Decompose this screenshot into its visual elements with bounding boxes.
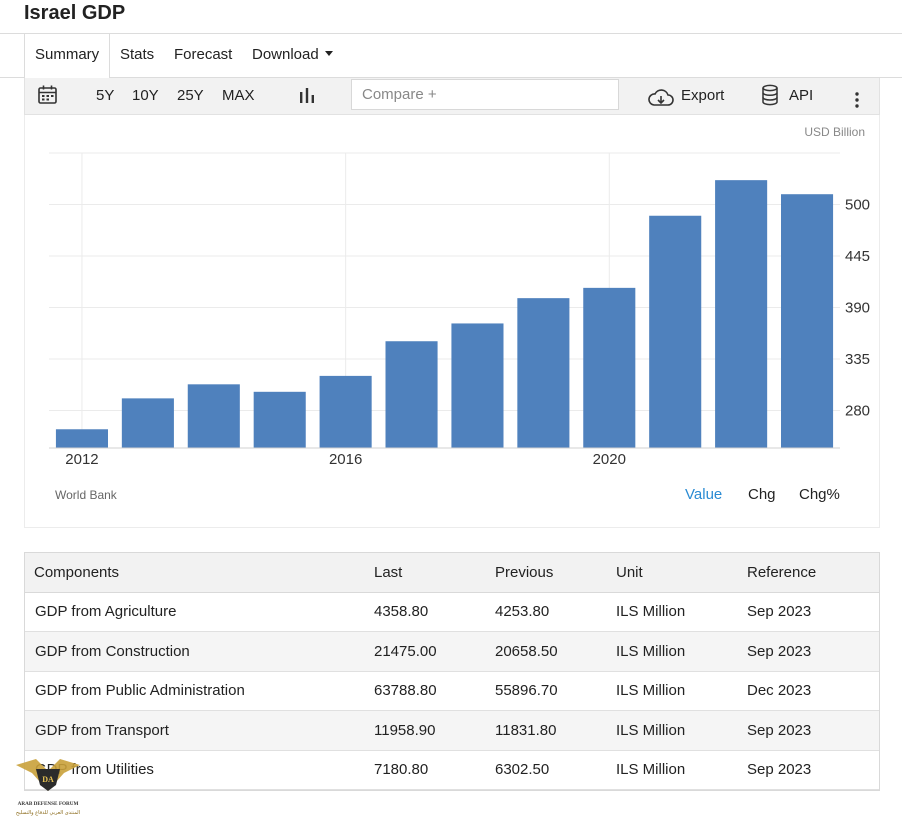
component-link[interactable]: GDP from Construction [35, 642, 190, 660]
y-tick-label: 335 [845, 351, 870, 368]
component-link[interactable]: GDP from Public Administration [35, 682, 245, 700]
unit-cell: ILS Million [616, 710, 747, 751]
export-button[interactable]: Export [681, 87, 725, 104]
table-row: GDP from Construction 21475.00 20658.50 … [25, 631, 879, 672]
watermark-line2: المنتدى العربي للدفاع والتسليح [16, 810, 80, 816]
unit-cell: ILS Million [616, 750, 747, 790]
reference-cell: Sep 2023 [747, 631, 879, 672]
more-options-icon[interactable] [853, 87, 861, 108]
range-25y-button[interactable]: 25Y [177, 87, 204, 104]
unit-cell: ILS Million [616, 592, 747, 632]
database-icon[interactable] [761, 84, 779, 108]
table-row: GDP from Agriculture 4358.80 4253.80 ILS… [25, 592, 879, 632]
api-button[interactable]: API [789, 87, 814, 104]
tab-download-label: Download [252, 46, 319, 63]
last-cell: 63788.80 [374, 671, 495, 711]
header-previous: Previous [495, 553, 616, 593]
page-title: Israel GDP [24, 2, 126, 24]
cloud-download-icon[interactable] [648, 86, 674, 108]
watermark-monogram: DA [42, 775, 54, 784]
header-unit: Unit [616, 553, 747, 593]
reference-cell: Sep 2023 [747, 592, 879, 632]
reference-cell: Dec 2023 [747, 671, 879, 711]
component-name-cell: GDP from Construction [25, 631, 374, 672]
component-name-cell: GDP from Transport [25, 710, 374, 751]
reference-cell: Sep 2023 [747, 750, 879, 790]
bar-2022 [715, 180, 768, 448]
x-tick-label: 2016 [329, 451, 362, 468]
bar-2017 [385, 341, 438, 448]
range-5y-button[interactable]: 5Y [96, 87, 115, 104]
previous-cell: 11831.80 [495, 710, 616, 751]
table-row: GDP from Utilities 7180.80 6302.50 ILS M… [25, 750, 879, 790]
calendar-icon[interactable] [37, 84, 59, 108]
header-reference: Reference [747, 553, 879, 593]
last-cell: 11958.90 [374, 710, 495, 751]
y-tick-label: 280 [845, 403, 870, 420]
header-last: Last [374, 553, 495, 593]
bar-2014 [187, 384, 240, 448]
forum-watermark-logo: DA ARAB DEFENSE FORUM المنتدى العربي للد… [16, 759, 80, 816]
bar-2015 [253, 391, 306, 448]
gdp-bar-chart: 280 335 390 445 500 2012 2016 2020 [49, 152, 870, 468]
component-name-cell: GDP from Agriculture [25, 592, 374, 632]
bar-2012 [55, 429, 108, 448]
watermark-line1: ARAB DEFENSE FORUM [18, 801, 79, 807]
bar-2016 [319, 375, 372, 448]
table-row: GDP from Public Administration 63788.80 … [25, 671, 879, 711]
range-10y-button[interactable]: 10Y [132, 87, 159, 104]
range-max-button[interactable]: MAX [222, 87, 255, 104]
mode-value-button[interactable]: Value [685, 486, 723, 503]
y-tick-label: 390 [845, 300, 870, 317]
chart-toolbar: 5Y 10Y 25Y MAX Export API [24, 78, 880, 115]
chart-panel: USD Billion 280 335 390 445 500 2012 2016 2020 … [24, 115, 880, 528]
tab-stats[interactable]: Stats [120, 46, 155, 63]
x-tick-label: 2020 [593, 451, 626, 468]
component-link[interactable]: GDP from Agriculture [35, 603, 177, 621]
tab-download[interactable]: Download [252, 34, 333, 78]
components-table: Components Last Previous Unit Reference … [24, 552, 880, 791]
tab-bar: Summary Stats Forecast Download [0, 33, 902, 79]
unit-cell: ILS Million [616, 671, 747, 711]
bar-2020 [583, 287, 636, 448]
bar-chart-icon[interactable] [298, 84, 316, 108]
bar-2023 [781, 194, 834, 448]
mode-chg-button[interactable]: Chg [748, 486, 776, 503]
previous-cell: 6302.50 [495, 750, 616, 790]
last-cell: 7180.80 [374, 750, 495, 790]
component-link[interactable]: GDP from Transport [35, 721, 169, 739]
mode-chg-percent-button[interactable]: Chg% [799, 486, 840, 503]
table-row: GDP from Transport 11958.90 11831.80 ILS… [25, 710, 879, 751]
header-components: Components [25, 553, 374, 593]
unit-label: USD Billion [804, 125, 865, 139]
tab-forecast[interactable]: Forecast [174, 46, 233, 63]
y-tick-label: 500 [845, 197, 870, 214]
previous-cell: 20658.50 [495, 631, 616, 672]
last-cell: 21475.00 [374, 631, 495, 672]
last-cell: 4358.80 [374, 592, 495, 632]
x-tick-label: 2012 [65, 451, 98, 468]
bar-2021 [649, 215, 702, 448]
reference-cell: Sep 2023 [747, 710, 879, 751]
tab-summary[interactable]: Summary [24, 34, 111, 79]
unit-cell: ILS Million [616, 631, 747, 672]
component-name-cell: GDP from Utilities [25, 750, 374, 790]
chevron-down-icon [324, 51, 333, 56]
previous-cell: 55896.70 [495, 671, 616, 711]
table-header-row: Components Last Previous Unit Reference [25, 553, 879, 593]
component-name-cell: GDP from Public Administration [25, 671, 374, 711]
bar-2019 [517, 298, 570, 448]
bar-2013 [121, 398, 174, 448]
previous-cell: 4253.80 [495, 592, 616, 632]
y-tick-label: 445 [845, 248, 870, 265]
bar-2018 [451, 323, 504, 448]
source-label: World Bank [55, 488, 117, 502]
compare-input[interactable] [351, 79, 619, 110]
